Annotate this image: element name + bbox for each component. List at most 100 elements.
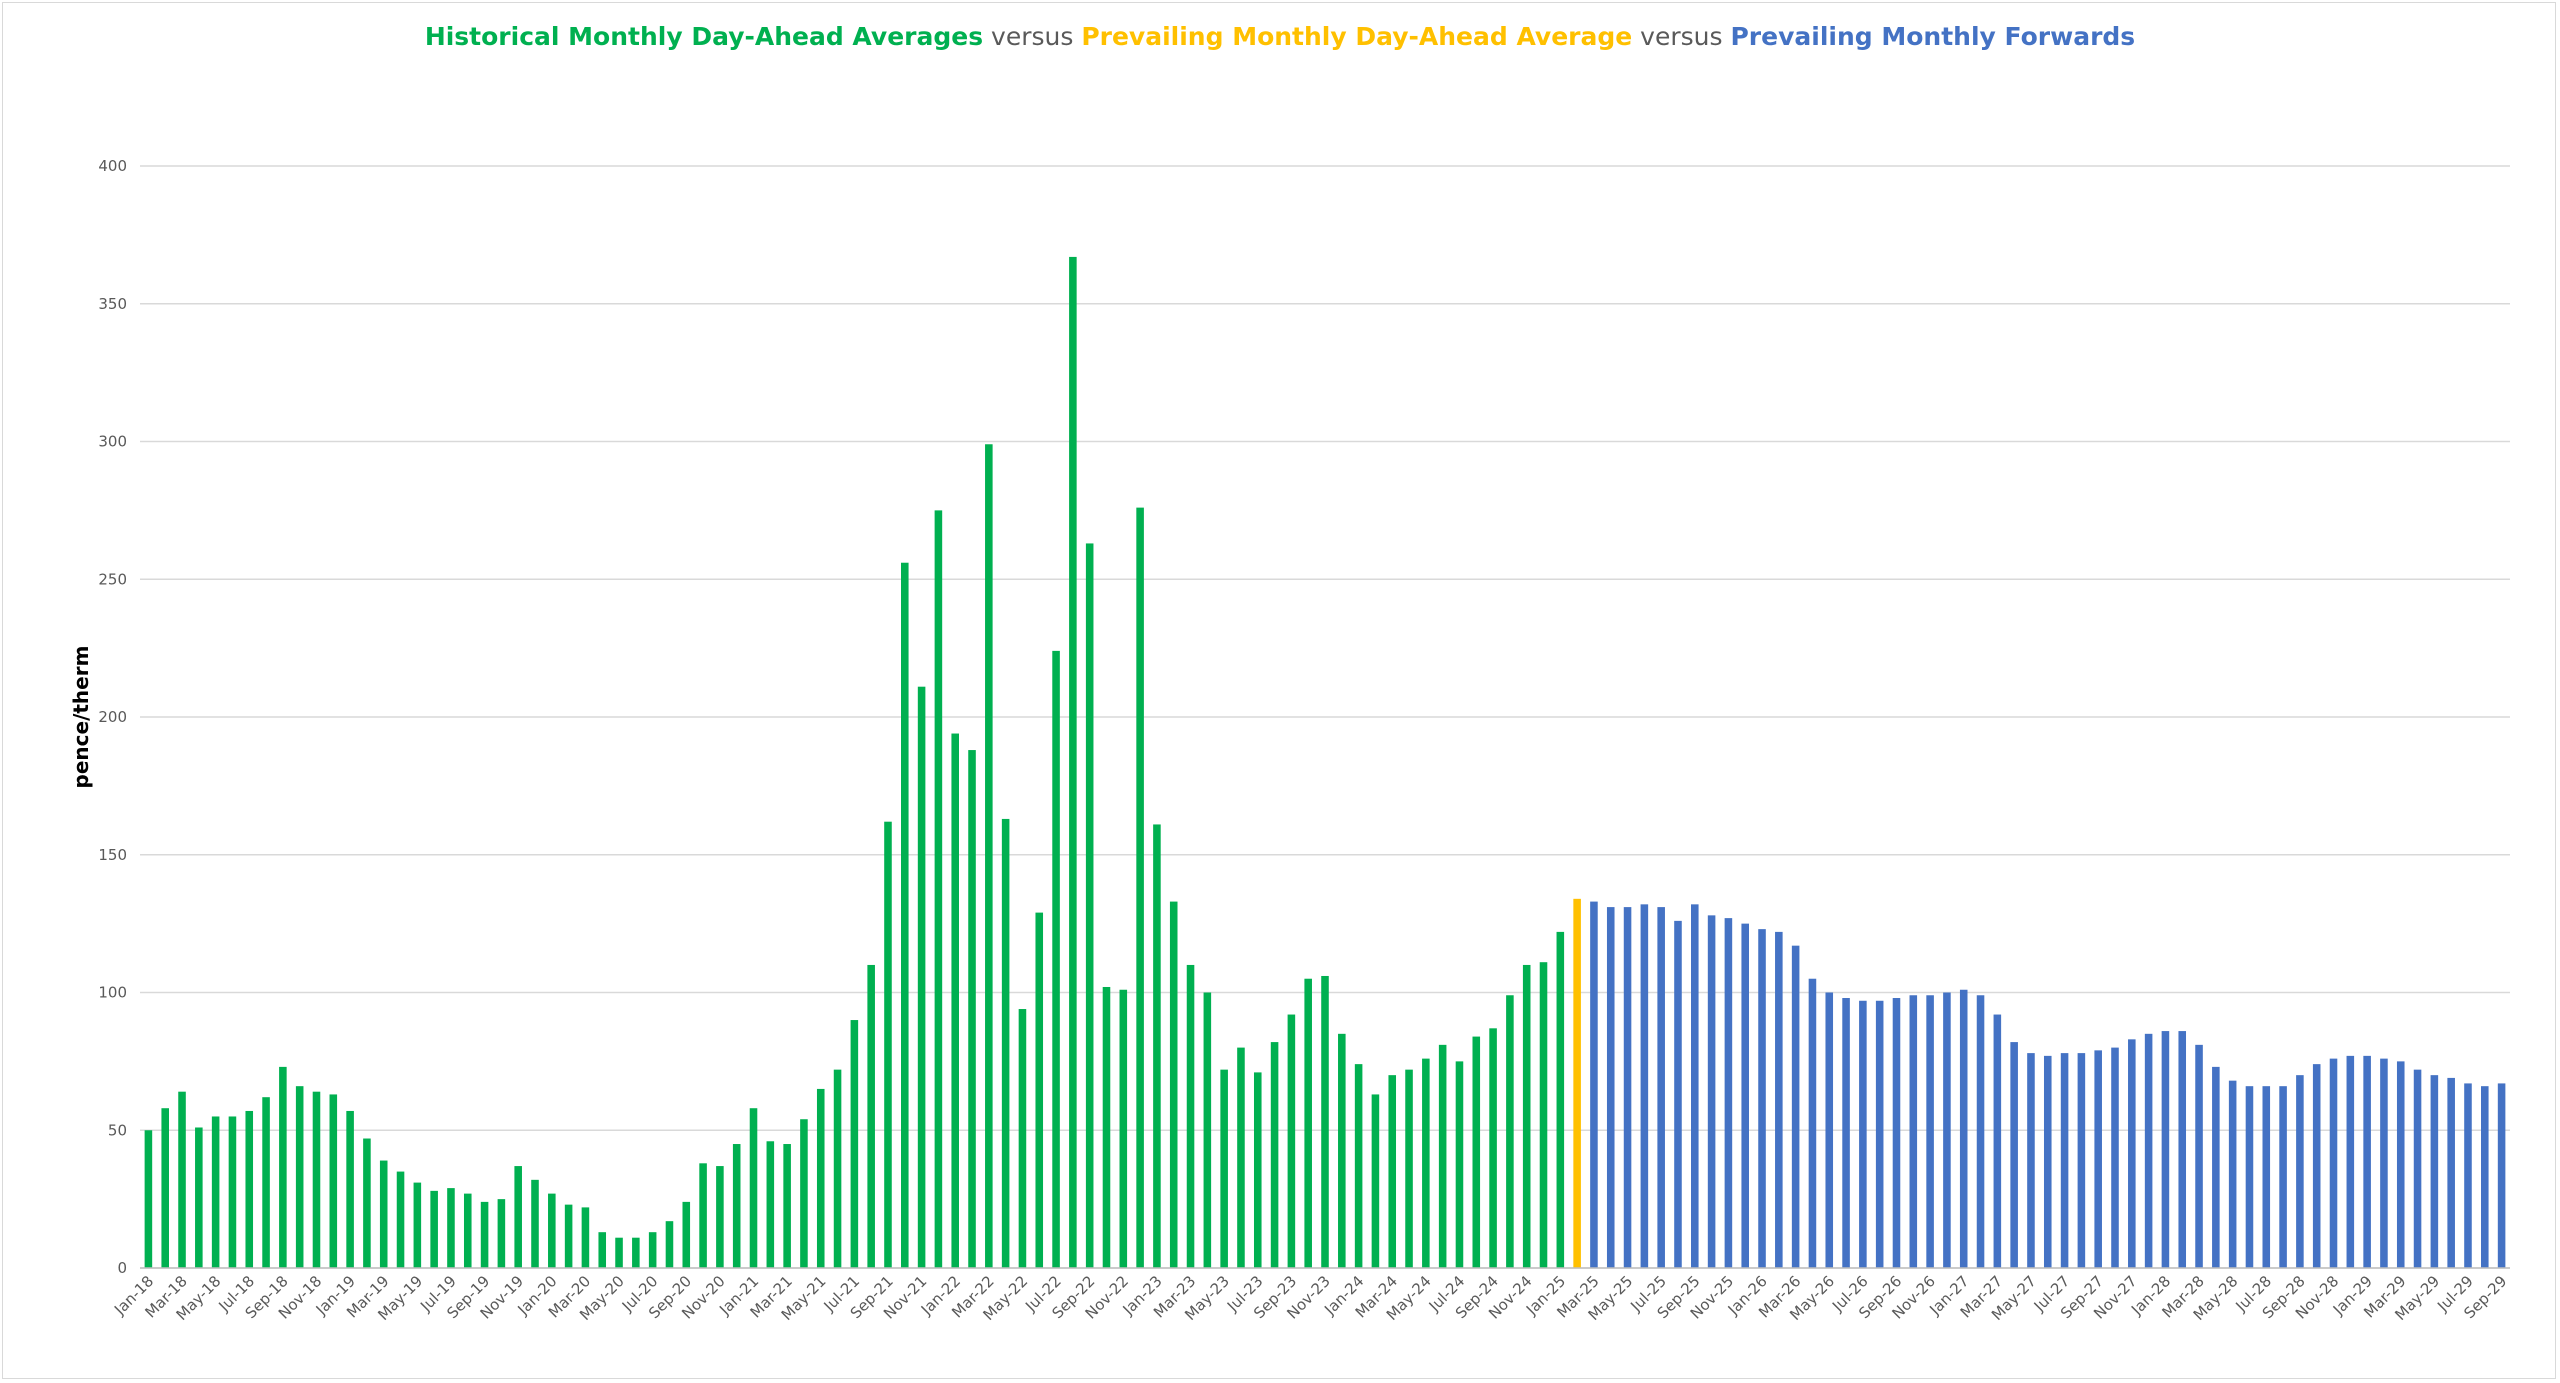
forward-bar [1993, 1014, 2002, 1268]
historical-bar [917, 686, 926, 1268]
historical-bar [1354, 1064, 1363, 1268]
historical-bar [211, 1116, 220, 1268]
historical-bar [968, 750, 976, 1268]
historical-bar [262, 1097, 270, 1268]
forward-bar [1657, 907, 1665, 1268]
historical-bar [1287, 1014, 1296, 1268]
y-tick-label: 200 [98, 708, 127, 726]
historical-bar [615, 1237, 623, 1268]
title-forwards: Prevailing Monthly Forwards [1730, 22, 2136, 51]
historical-bar [833, 1069, 842, 1268]
historical-bar [1422, 1058, 1430, 1268]
historical-bar [581, 1207, 590, 1268]
historical-bar [1472, 1036, 1481, 1268]
historical-bar [1069, 256, 1077, 1268]
forward-bar [1724, 918, 1733, 1268]
historical-bar [363, 1138, 371, 1268]
historical-bar [1237, 1047, 1245, 1268]
title-separator-1: versus [983, 22, 1082, 51]
y-axis-ticks: 0 50 100 150 200 250 300 350 400 [98, 157, 127, 1277]
forward-bar [2195, 1044, 2203, 1268]
forward-bar [2396, 1061, 2405, 1268]
historical-bar [1388, 1075, 1397, 1268]
forward-bar [1640, 904, 1649, 1268]
historical-bar [514, 1166, 522, 1268]
historical-bar [1001, 818, 1010, 1268]
bars [144, 256, 2506, 1268]
historical-bar [1338, 1033, 1346, 1268]
forward-bar [2144, 1033, 2153, 1268]
historical-bar [1405, 1069, 1413, 1268]
forward-bar [1825, 992, 1834, 1268]
historical-bar [934, 510, 943, 1268]
prevailing-bar [1573, 898, 1581, 1268]
historical-bar [564, 1204, 573, 1268]
historical-bar [1102, 986, 1111, 1268]
forward-bar [2380, 1058, 2388, 1268]
historical-bar [161, 1108, 169, 1268]
historical-bar [1203, 992, 1212, 1268]
forward-bar [1909, 995, 1918, 1268]
historical-bar [1556, 931, 1565, 1268]
historical-bar [716, 1166, 724, 1268]
forward-bar [2094, 1050, 2102, 1268]
historical-bar [178, 1091, 186, 1268]
y-tick-label: 100 [98, 984, 127, 1002]
historical-bar [228, 1116, 237, 1268]
historical-bar [732, 1144, 741, 1268]
forward-bar [2497, 1083, 2506, 1268]
forward-bar [1808, 978, 1817, 1268]
y-axis-label: pence/therm [69, 646, 93, 789]
historical-bar [1270, 1042, 1279, 1268]
historical-bar [195, 1127, 203, 1268]
historical-bar [598, 1232, 607, 1268]
chart-title: Historical Monthly Day-Ahead Averages ve… [0, 22, 2560, 51]
historical-bar [1522, 964, 1531, 1268]
forward-bar [2128, 1039, 2136, 1268]
forward-bar [1842, 998, 1850, 1268]
forward-bar [1623, 907, 1632, 1268]
forward-bar [2161, 1031, 2170, 1268]
y-tick-label: 400 [98, 157, 127, 175]
forward-bar [1590, 901, 1598, 1268]
forward-bar [1791, 945, 1800, 1268]
forward-bar [2178, 1031, 2187, 1268]
y-tick-label: 50 [108, 1121, 127, 1139]
forward-bar [2312, 1064, 2321, 1268]
forward-bar [1758, 929, 1766, 1268]
forward-bar [1775, 931, 1783, 1268]
forward-bar [1741, 923, 1749, 1268]
forward-bar [2363, 1055, 2371, 1268]
forward-bar [1606, 907, 1615, 1268]
historical-bar [1136, 507, 1144, 1268]
forward-bar [2212, 1066, 2220, 1268]
historical-bar [463, 1193, 472, 1268]
forward-bar [1926, 995, 1934, 1268]
y-tick-label: 250 [98, 570, 127, 588]
forward-bar [2228, 1080, 2237, 1268]
forward-bar [2464, 1083, 2472, 1268]
historical-bar [699, 1163, 707, 1268]
forward-bar [1943, 992, 1951, 1268]
y-tick-label: 0 [117, 1259, 127, 1277]
forward-bar [1892, 998, 1901, 1268]
historical-bar [1438, 1044, 1447, 1268]
x-axis-ticks: Jan-18Mar-18May-18Jul-18Sep-18Nov-18Jan-… [110, 1272, 2510, 1324]
historical-bar [816, 1088, 825, 1268]
historical-bar [1253, 1072, 1262, 1268]
historical-bar [548, 1193, 556, 1268]
forward-bar [2296, 1075, 2304, 1268]
historical-bar [1052, 650, 1060, 1268]
historical-bar [1489, 1028, 1497, 1268]
forward-bar [2262, 1086, 2271, 1268]
y-tick-label: 300 [98, 433, 127, 451]
forward-bar [2027, 1053, 2035, 1268]
historical-bar [1506, 995, 1514, 1268]
historical-bar [447, 1188, 455, 1268]
historical-bar [682, 1201, 691, 1268]
historical-bar [1018, 1009, 1027, 1268]
historical-bar [312, 1091, 321, 1268]
historical-bar [1153, 824, 1161, 1268]
historical-bar [480, 1201, 489, 1268]
